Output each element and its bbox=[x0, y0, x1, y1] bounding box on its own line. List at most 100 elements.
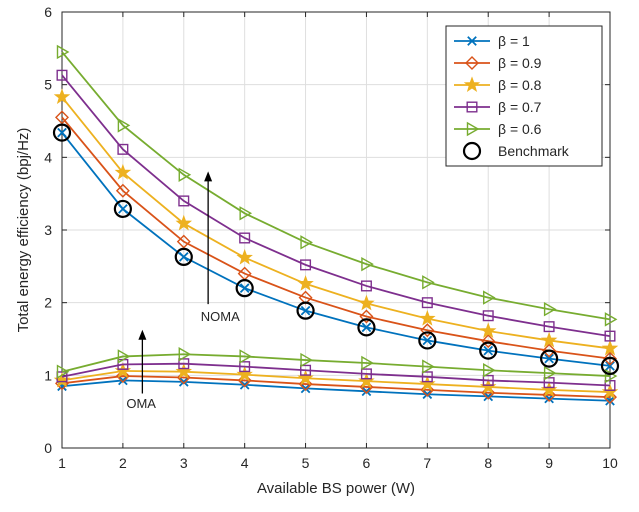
data-point bbox=[175, 363, 193, 379]
data-point bbox=[361, 355, 374, 371]
x-tick-label: 4 bbox=[241, 455, 249, 471]
data-point bbox=[239, 379, 250, 390]
legend-marker bbox=[462, 141, 482, 161]
legend-entry: β = 1 bbox=[454, 33, 530, 49]
data-point bbox=[603, 390, 617, 405]
data-point bbox=[483, 345, 494, 356]
data-point bbox=[479, 322, 497, 339]
data-point bbox=[178, 167, 192, 182]
oma-arrow-head bbox=[138, 329, 147, 340]
data-point bbox=[55, 110, 69, 125]
data-point bbox=[117, 143, 129, 155]
data-point bbox=[604, 330, 616, 342]
x-tick-label: 1 bbox=[58, 455, 66, 471]
data-point bbox=[359, 309, 374, 324]
data-point bbox=[296, 301, 315, 320]
legend-entry: β = 0.8 bbox=[454, 76, 542, 93]
series-line bbox=[61, 362, 611, 387]
data-point bbox=[604, 312, 618, 327]
data-point bbox=[56, 69, 68, 81]
series-line bbox=[61, 353, 611, 377]
data-point bbox=[540, 331, 558, 348]
data-point bbox=[543, 377, 555, 389]
x-tick-label: 2 bbox=[119, 455, 127, 471]
data-point bbox=[300, 364, 312, 376]
legend-marker bbox=[465, 56, 479, 70]
data-point bbox=[56, 364, 70, 379]
data-point bbox=[178, 195, 190, 207]
data-point bbox=[542, 343, 557, 358]
legend-entry: β = 0.9 bbox=[454, 55, 542, 71]
data-point bbox=[361, 256, 374, 272]
data-point bbox=[236, 365, 253, 382]
data-point bbox=[360, 368, 372, 380]
data-point bbox=[422, 275, 435, 290]
data-point bbox=[300, 259, 312, 271]
data-point bbox=[56, 44, 70, 60]
data-point bbox=[118, 204, 128, 214]
data-point bbox=[239, 232, 251, 244]
x-tick-label: 8 bbox=[484, 455, 492, 471]
data-point bbox=[540, 349, 559, 368]
series-line bbox=[61, 379, 611, 402]
data-point bbox=[239, 349, 253, 364]
legend-label: β = 0.7 bbox=[498, 99, 542, 115]
data-point bbox=[117, 349, 131, 364]
data-point bbox=[239, 206, 253, 221]
data-point bbox=[418, 331, 437, 350]
data-point bbox=[297, 369, 314, 386]
data-point bbox=[601, 339, 619, 356]
data-point bbox=[543, 365, 557, 381]
data-point bbox=[115, 369, 130, 384]
data-point bbox=[114, 163, 132, 180]
y-tick-label: 3 bbox=[44, 222, 52, 238]
legend-entry: β = 0.6 bbox=[454, 121, 542, 137]
data-point bbox=[600, 356, 620, 375]
data-point bbox=[360, 280, 372, 292]
x-tick-label: 7 bbox=[423, 455, 431, 471]
x-tick-label: 5 bbox=[302, 455, 310, 471]
data-point bbox=[544, 353, 554, 364]
x-tick-label: 3 bbox=[180, 455, 188, 471]
data-point bbox=[421, 297, 433, 309]
x-tick-label: 10 bbox=[602, 455, 618, 471]
data-point bbox=[543, 302, 557, 317]
data-point bbox=[178, 358, 190, 370]
legend-entry: Benchmark bbox=[462, 141, 570, 161]
data-point bbox=[178, 377, 189, 387]
series-line bbox=[61, 74, 611, 337]
data-point bbox=[118, 375, 128, 386]
data-point bbox=[57, 127, 67, 138]
data-point bbox=[239, 361, 251, 373]
series-4-noma-triangle-right bbox=[56, 44, 618, 327]
data-point bbox=[239, 283, 250, 293]
annotations: NOMA OMA bbox=[126, 171, 240, 411]
data-point bbox=[297, 275, 314, 291]
series-line bbox=[61, 51, 611, 321]
series-line bbox=[61, 375, 611, 399]
data-point bbox=[481, 334, 496, 349]
series-group bbox=[52, 44, 620, 406]
x-tick-label: 6 bbox=[363, 455, 371, 471]
data-point bbox=[422, 389, 433, 400]
legend-label: β = 0.9 bbox=[498, 55, 542, 71]
data-point bbox=[300, 352, 313, 368]
data-point bbox=[604, 380, 616, 392]
data-point bbox=[483, 363, 496, 378]
legend-label: β = 0.6 bbox=[498, 121, 542, 137]
data-point bbox=[421, 371, 433, 383]
data-point bbox=[300, 235, 313, 250]
series-2-noma-star bbox=[53, 88, 619, 356]
data-point bbox=[235, 279, 254, 298]
data-point bbox=[358, 294, 375, 311]
series-8-oma-square bbox=[56, 358, 616, 392]
series-5-oma-x bbox=[57, 375, 615, 406]
legend-marker bbox=[466, 101, 478, 113]
x-axis-label: Available BS power (W) bbox=[257, 480, 415, 497]
data-point bbox=[361, 386, 372, 397]
series-3-noma-square bbox=[56, 69, 616, 342]
legend-entry: β = 0.7 bbox=[454, 99, 542, 115]
data-point bbox=[117, 118, 131, 133]
data-point bbox=[483, 290, 496, 305]
